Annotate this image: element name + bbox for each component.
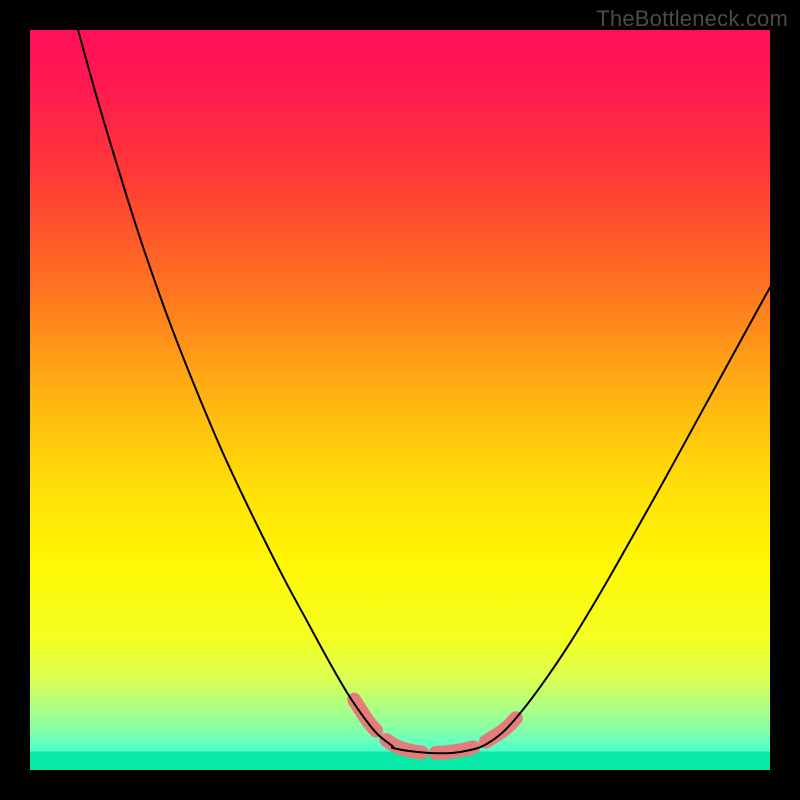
bottleneck-chart-svg [0, 0, 800, 800]
watermark-text: TheBottleneck.com [596, 6, 788, 32]
chart-container: TheBottleneck.com [0, 0, 800, 800]
gradient-background [30, 30, 770, 770]
